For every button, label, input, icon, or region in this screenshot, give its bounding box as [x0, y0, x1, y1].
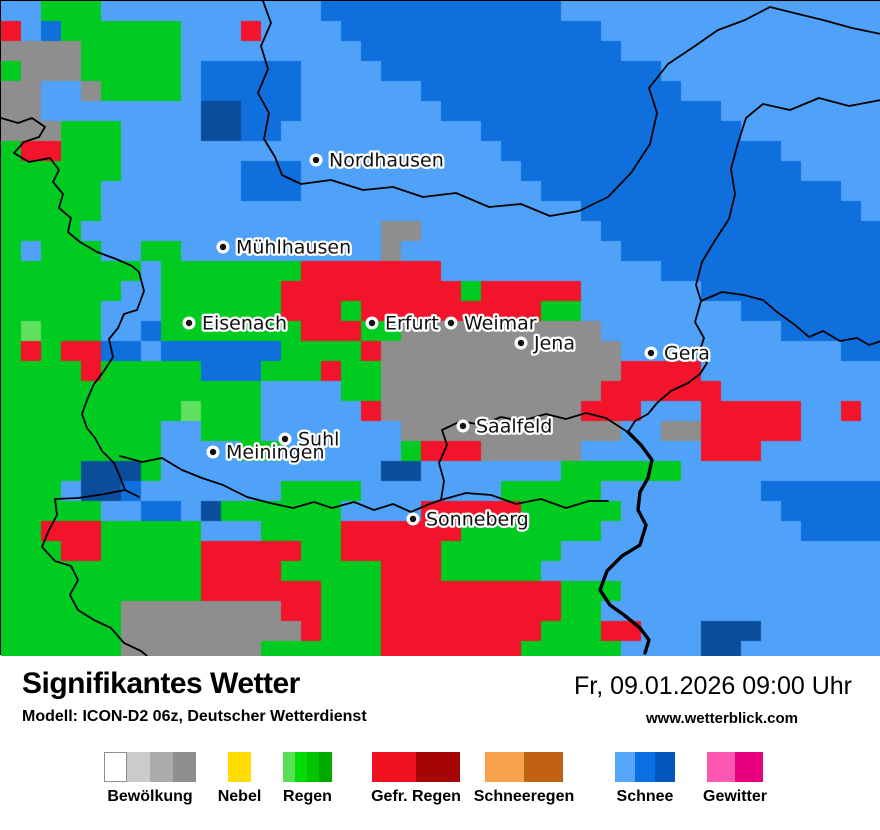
- city-label: Mühlhausen: [236, 237, 351, 259]
- legend-item-schneeregen: Schneeregen: [474, 752, 574, 805]
- legend-swatch-cell: [372, 752, 416, 782]
- legend-label-bewoelkung: Bewölkung: [107, 788, 193, 805]
- state-border-line-thick: [598, 430, 654, 655]
- city-label: Nordhausen: [329, 150, 444, 172]
- legend-swatch-schneeregen: [485, 752, 563, 782]
- legend-label-regen: Regen: [283, 788, 332, 805]
- forecast-timestamp: Fr, 09.01.2026 09:00 Uhr: [574, 672, 852, 700]
- city-marker-eisenach: Eisenach: [182, 310, 289, 337]
- city-label: Gera: [664, 343, 710, 365]
- legend-swatch-cell: [524, 752, 563, 782]
- legend-swatch-cell: [295, 752, 307, 782]
- legend-item-gewitter: Gewitter: [703, 752, 767, 805]
- legend-label-gewitter: Gewitter: [702, 788, 768, 805]
- state-border-line: [440, 492, 609, 509]
- city-marker-nordhausen: Nordhausen: [309, 147, 446, 174]
- city-dot: [517, 339, 525, 347]
- legend-swatch-cell: [104, 752, 127, 782]
- city-dot: [459, 422, 467, 430]
- state-border-line: [700, 291, 880, 346]
- legend-swatch-cell: [707, 752, 735, 782]
- legend-swatch-regen: [283, 752, 332, 782]
- weather-map: Nordhausen Mühlhausen Eisenach Erfurt Weimar…: [0, 0, 880, 656]
- page-title: Signifikantes Wetter: [22, 667, 300, 700]
- city-marker-meiningen: Meiningen: [206, 439, 327, 466]
- legend-item-regen: Regen: [283, 752, 332, 805]
- city-dot: [185, 319, 193, 327]
- state-border-line: [695, 97, 880, 302]
- state-border-line: [627, 300, 708, 433]
- legend-swatch-cell: [319, 752, 332, 782]
- city-label: Weimar: [464, 313, 537, 335]
- state-border-line: [1, 117, 145, 498]
- city-dot: [647, 349, 655, 357]
- website-label: www.wetterblick.com: [646, 710, 798, 727]
- legend-swatch-cell: [283, 752, 295, 782]
- legend-label-schneeregen: Schneeregen: [473, 788, 575, 805]
- city-label: Eisenach: [202, 313, 287, 335]
- legend-item-bewoelkung: Bewölkung: [104, 752, 196, 805]
- city-dot: [209, 448, 217, 456]
- city-label: Suhl: [298, 429, 339, 451]
- city-marker-erfurt: Erfurt: [365, 310, 441, 337]
- state-border-line: [41, 489, 148, 656]
- legend-swatch-gefr-regen: [372, 752, 460, 782]
- legend-swatch-cell: [150, 752, 173, 782]
- legend-swatch-gewitter: [707, 752, 763, 782]
- legend-swatch-cell: [228, 752, 251, 782]
- map-overlay: Nordhausen Mühlhausen Eisenach Erfurt Weimar…: [1, 1, 880, 656]
- legend-swatch-bewoelkung: [104, 752, 196, 782]
- city-label: Sonneberg: [426, 509, 529, 531]
- city-dot: [281, 435, 289, 443]
- city-marker-sonneberg: Sonneberg: [406, 506, 531, 533]
- legend-swatch-cell: [485, 752, 524, 782]
- model-info: Modell: ICON-D2 06z, Deutscher Wetterdie…: [22, 708, 367, 725]
- legend-swatch-cell: [615, 752, 635, 782]
- legend-label-nebel: Nebel: [217, 788, 262, 805]
- weather-pixel-layer: [1, 1, 880, 656]
- state-border-line: [119, 455, 442, 513]
- legend-swatch-cell: [173, 752, 196, 782]
- legend-swatch-schnee: [615, 752, 675, 782]
- city-label: Erfurt: [385, 313, 439, 335]
- legend-item-schnee: Schnee: [615, 752, 675, 805]
- city-label: Saalfeld: [476, 416, 552, 438]
- city-dot: [368, 319, 376, 327]
- legend-swatch-cell: [416, 752, 460, 782]
- city-marker-weimar: Weimar: [444, 310, 539, 337]
- city-dot: [447, 319, 455, 327]
- legend-swatch-cell: [735, 752, 763, 782]
- legend-item-gefr-regen: Gefr. Regen: [371, 752, 461, 805]
- legend-swatch-cell: [127, 752, 150, 782]
- city-marker-suhl: Suhl: [278, 426, 342, 453]
- legend-label-gefr-regen: Gefr. Regen: [371, 788, 461, 805]
- legend-swatch-nebel: [228, 752, 251, 782]
- city-dot: [312, 156, 320, 164]
- city-label: Meiningen: [226, 442, 325, 464]
- state-border-line: [438, 412, 627, 501]
- city-marker-jena: Jena: [514, 330, 577, 357]
- legend-swatch-cell: [655, 752, 675, 782]
- city-label: Jena: [533, 333, 575, 355]
- legend-item-nebel: Nebel: [218, 752, 261, 805]
- legend-label-schnee: Schnee: [616, 788, 674, 805]
- legend-swatch-cell: [307, 752, 319, 782]
- state-border-line: [257, 1, 880, 217]
- legend-swatch-cell: [635, 752, 655, 782]
- city-dot: [219, 243, 227, 251]
- city-marker-saalfeld: Saalfeld: [456, 413, 555, 440]
- city-marker-mhlhausen: Mühlhausen: [216, 234, 353, 261]
- city-dot: [409, 515, 417, 523]
- city-marker-gera: Gera: [644, 340, 712, 367]
